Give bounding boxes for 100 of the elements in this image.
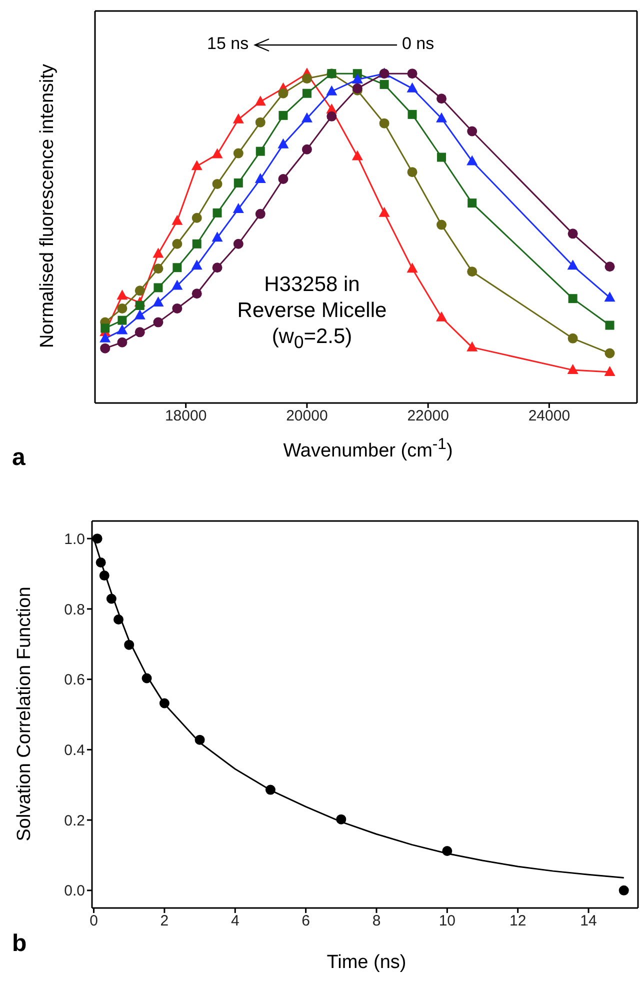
point xyxy=(442,846,452,856)
point xyxy=(192,212,202,223)
point xyxy=(212,208,222,218)
point xyxy=(278,110,288,120)
point xyxy=(567,260,578,270)
point xyxy=(212,262,222,273)
point xyxy=(336,814,346,824)
point xyxy=(233,148,244,158)
point xyxy=(172,238,182,249)
point xyxy=(265,784,276,795)
point xyxy=(192,239,202,248)
y-axis-title: Solvation Correlation Function xyxy=(14,586,36,842)
point xyxy=(194,734,205,745)
point xyxy=(618,885,629,896)
text: 15 ns xyxy=(207,34,249,54)
point xyxy=(172,303,182,314)
x-axis-title: Wavenumber (cm$^{-1}$) xyxy=(282,436,454,462)
point xyxy=(134,327,145,338)
point xyxy=(352,74,363,84)
point xyxy=(302,88,312,98)
y-tick-label: 0.0 xyxy=(64,882,85,900)
x-tick-label: 2 xyxy=(160,912,169,930)
point xyxy=(191,160,202,170)
point xyxy=(152,296,164,307)
point xyxy=(254,173,266,183)
y-tick-label: 0.4 xyxy=(64,742,85,760)
x-tick-label: 18000 xyxy=(164,408,207,425)
point xyxy=(191,260,202,270)
x-tick-label: 0 xyxy=(90,912,98,930)
text: 0 ns xyxy=(402,34,434,54)
point xyxy=(436,94,447,104)
y-tick-label: 0.6 xyxy=(64,672,85,689)
point xyxy=(99,570,110,581)
point xyxy=(604,292,616,302)
point xyxy=(467,266,478,277)
point xyxy=(100,343,110,354)
point xyxy=(278,174,288,184)
point xyxy=(153,264,164,274)
point xyxy=(406,82,418,92)
point xyxy=(302,74,312,84)
y-tick-label: 0.2 xyxy=(64,812,85,830)
x-tick-label: 22000 xyxy=(407,408,449,425)
point xyxy=(567,364,578,374)
point xyxy=(255,208,266,219)
point xyxy=(233,238,244,249)
point xyxy=(406,262,418,273)
point xyxy=(436,311,448,322)
point xyxy=(407,68,418,79)
point xyxy=(379,118,390,128)
annotation: H33258 in Reverse Micelle (w$_{0}$=2.5) xyxy=(236,272,388,354)
point xyxy=(159,698,170,708)
point xyxy=(234,178,243,188)
y-axis-title: Normalised fluorescence intensity xyxy=(37,64,59,348)
point xyxy=(568,333,578,344)
x-tick-label: 14 xyxy=(580,912,597,930)
point xyxy=(134,286,145,296)
point xyxy=(466,341,478,352)
point xyxy=(301,112,312,122)
point xyxy=(604,262,615,272)
point xyxy=(106,594,116,604)
point xyxy=(116,324,128,334)
point xyxy=(116,290,128,300)
y-tick-label: 0.8 xyxy=(64,601,85,618)
point xyxy=(605,320,614,330)
point xyxy=(378,206,390,217)
point xyxy=(117,337,128,348)
point xyxy=(135,300,144,310)
point xyxy=(256,146,265,156)
point xyxy=(407,167,418,178)
point xyxy=(468,198,477,208)
point xyxy=(134,309,146,320)
point xyxy=(437,152,446,162)
point xyxy=(154,283,163,292)
point xyxy=(118,316,127,325)
point xyxy=(467,126,478,136)
point xyxy=(124,640,134,650)
point xyxy=(172,280,183,290)
text: a xyxy=(12,444,26,472)
point xyxy=(604,366,616,376)
point xyxy=(408,110,417,119)
x-tick-label: 12 xyxy=(510,912,526,930)
x-tick-label: 24000 xyxy=(528,408,570,425)
y-tick-label: 1.0 xyxy=(64,530,85,548)
point xyxy=(278,138,289,148)
point xyxy=(232,113,244,124)
point xyxy=(212,232,223,242)
text: b xyxy=(12,930,27,958)
point xyxy=(436,112,448,122)
point xyxy=(326,111,337,122)
x-tick-label: 6 xyxy=(302,912,310,930)
point xyxy=(114,614,124,625)
point xyxy=(92,534,102,544)
x-tick-label: 4 xyxy=(230,912,240,930)
x-tick-label: 10 xyxy=(438,912,456,930)
point xyxy=(212,148,223,158)
point xyxy=(232,202,244,213)
x-tick-label: 20000 xyxy=(286,408,328,425)
point xyxy=(326,85,338,96)
point xyxy=(96,558,106,568)
point xyxy=(254,96,266,106)
